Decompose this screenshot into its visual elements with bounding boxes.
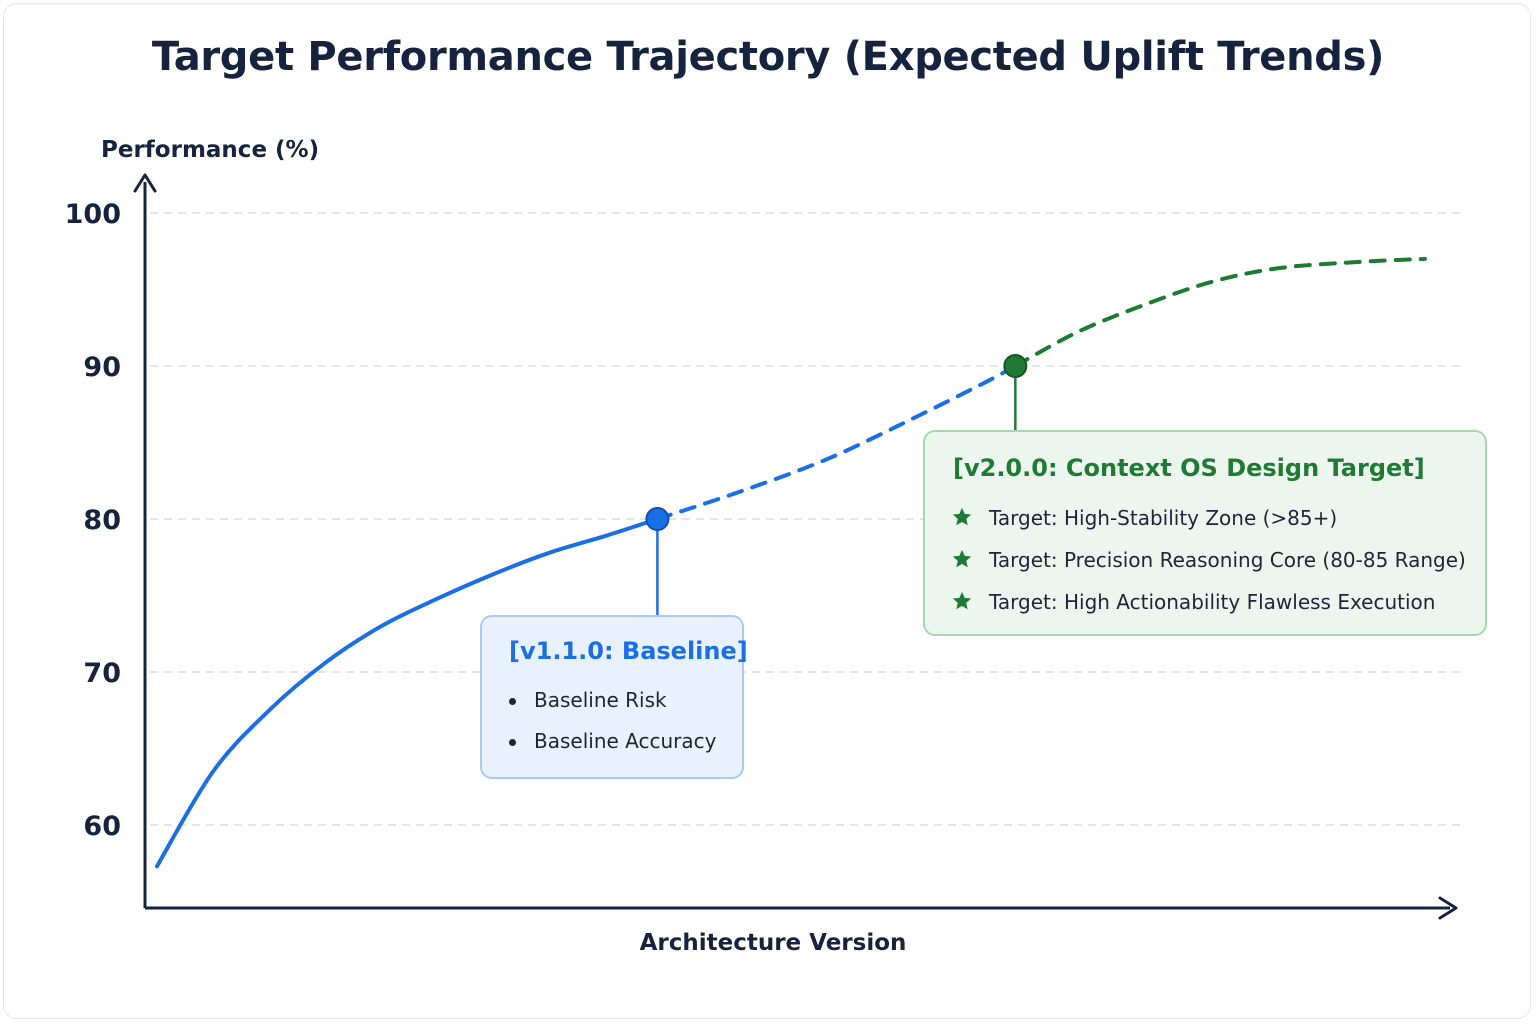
y-axis-label: Performance (%) bbox=[101, 137, 319, 163]
baseline-callout-item-text: Baseline Accuracy bbox=[534, 729, 717, 753]
data-marker-v1.1.0 bbox=[645, 507, 670, 531]
baseline-callout-item: Baseline Accuracy bbox=[509, 729, 742, 770]
x-axis-label: Architecture Version bbox=[640, 930, 907, 956]
baseline-callout-title: [v1.1.0: Baseline] bbox=[509, 637, 748, 665]
data-marker-v2.0.0 bbox=[1003, 354, 1028, 378]
chart-title: Target Performance Trajectory (Expected … bbox=[151, 34, 1385, 80]
target-callout-item-text: Target: Precision Reasoning Core (80-85 … bbox=[989, 548, 1466, 572]
series-lines bbox=[155, 256, 1427, 869]
y-tick-label: 70 bbox=[83, 658, 121, 689]
y-tick-label: 80 bbox=[83, 505, 121, 536]
series-line-expected-uplift bbox=[655, 364, 1018, 521]
y-tick-labels: 100 90 80 70 60 bbox=[65, 199, 121, 842]
y-tick-label: 100 bbox=[65, 199, 121, 230]
y-axis-arrow bbox=[133, 173, 157, 193]
target-callout-list: Target: High-Stability Zone (>85+) Targe… bbox=[952, 506, 1485, 632]
star-icon bbox=[952, 591, 972, 610]
series-line-measured bbox=[155, 517, 660, 869]
x-axis-arrow bbox=[1438, 896, 1458, 920]
target-callout-item: Target: High Actionability Flawless Exec… bbox=[952, 590, 1485, 632]
baseline-callout-list: Baseline Risk Baseline Accuracy bbox=[509, 688, 742, 770]
baseline-callout-item-text: Baseline Risk bbox=[534, 688, 667, 712]
target-callout-item: Target: High-Stability Zone (>85+) bbox=[952, 506, 1485, 548]
bullet-dot-icon bbox=[509, 698, 516, 705]
baseline-callout: [v1.1.0: Baseline] Baseline Risk Baselin… bbox=[480, 615, 748, 779]
y-tick-label: 90 bbox=[83, 352, 121, 383]
y-tick-label: 60 bbox=[83, 811, 121, 842]
target-callout: [v2.0.0: Context OS Design Target] Targe… bbox=[923, 430, 1487, 636]
target-callout-item-text: Target: High-Stability Zone (>85+) bbox=[989, 506, 1338, 530]
baseline-callout-item: Baseline Risk bbox=[509, 688, 742, 729]
series-line-target bbox=[1013, 256, 1427, 368]
star-icon bbox=[952, 549, 972, 568]
target-callout-title: [v2.0.0: Context OS Design Target] bbox=[953, 454, 1425, 482]
axes: Performance (%) Architecture Version bbox=[101, 137, 1458, 956]
bullet-dot-icon bbox=[509, 739, 516, 746]
data-markers bbox=[645, 354, 1028, 531]
star-icon bbox=[952, 507, 972, 526]
target-callout-item-text: Target: High Actionability Flawless Exec… bbox=[989, 590, 1436, 614]
chart-frame bbox=[3, 3, 1531, 1019]
target-callout-item: Target: Precision Reasoning Core (80-85 … bbox=[952, 548, 1485, 590]
